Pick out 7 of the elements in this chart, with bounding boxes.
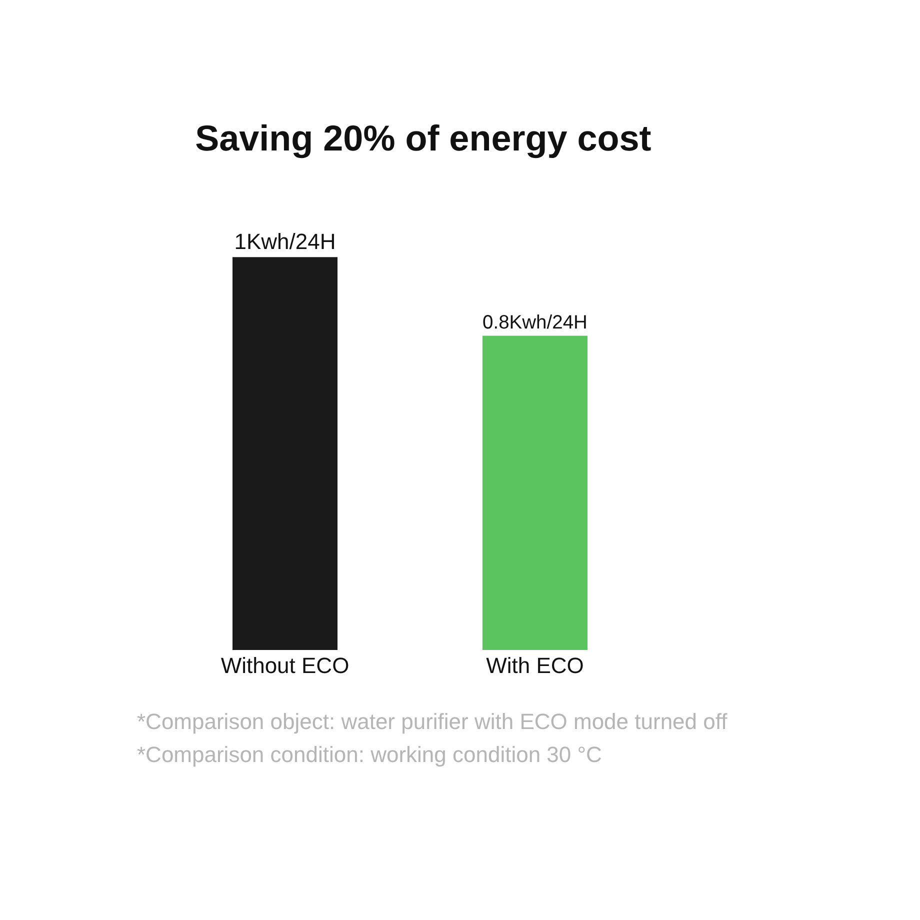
data-label: 0.8Kwh/24H xyxy=(482,312,588,334)
data-label: 1Kwh/24H xyxy=(234,229,336,254)
x-tick-label: With ECO xyxy=(486,653,584,678)
text: *Comparison condition: working condition 30 °C xyxy=(137,742,602,767)
text: *Comparison object: water purifier with ECO mode turned off xyxy=(137,709,728,734)
chart-title: Saving 20% of energy cost xyxy=(195,118,652,159)
x-tick-label: Without ECO xyxy=(220,653,350,678)
